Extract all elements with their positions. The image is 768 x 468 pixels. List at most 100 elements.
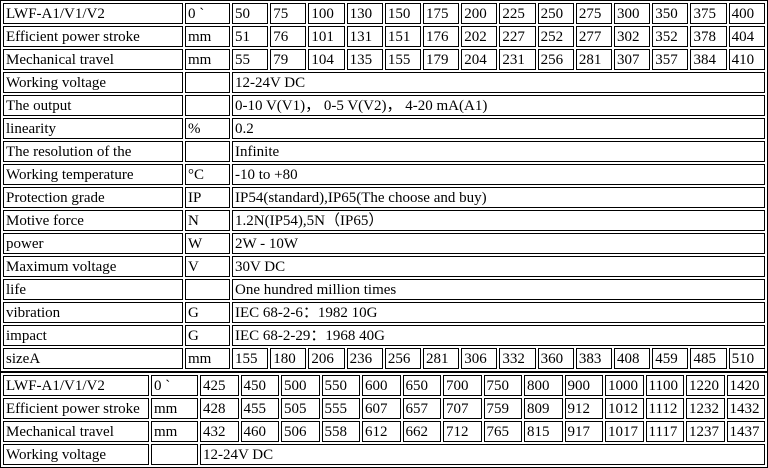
data-cell: 51 (232, 26, 269, 47)
data-cell: 750 (483, 375, 522, 396)
row-label: The resolution of the (3, 141, 183, 162)
unit-cell: W (185, 233, 230, 254)
data-cell: 759 (483, 398, 522, 419)
data-cell: 135 (346, 49, 383, 70)
spec-row: Mechanical travel mm 55 79 104 135 155 179 204 23… (3, 49, 765, 70)
data-cell: 600 (362, 375, 401, 396)
data-cell: 800 (524, 375, 563, 396)
value-cell: IEC 68-2-29：1968 40G (232, 325, 765, 346)
row-label: Efficient power stroke (3, 26, 183, 47)
row-label: LWF-A1/V1/V2 (3, 375, 149, 396)
data-cell: 256 (537, 49, 574, 70)
value-cell: 1.2N(IP54),5N（IP65） (232, 210, 765, 231)
unit-cell: % (185, 118, 230, 139)
data-cell: 707 (443, 398, 482, 419)
unit-cell: 0 ` (185, 3, 230, 24)
data-cell: 425 (200, 375, 239, 396)
row-label: Efficient power stroke (3, 398, 149, 419)
data-cell: 428 (200, 398, 239, 419)
unit-cell: G (185, 302, 230, 323)
value-cell: 2W - 10W (232, 233, 765, 254)
unit-cell: IP (185, 187, 230, 208)
data-cell: 555 (321, 398, 360, 419)
value-cell: 0-10 V(V1)， 0-5 V(V2)， 4-20 mA(A1) (232, 95, 765, 116)
data-cell: 815 (524, 421, 563, 442)
data-cell: 180 (270, 348, 307, 369)
data-cell: 277 (575, 26, 613, 47)
data-cell: 100 (308, 3, 345, 24)
data-cell: 200 (461, 3, 498, 24)
data-cell: 55 (232, 49, 269, 70)
unit-cell: mm (185, 49, 230, 70)
data-cell: 302 (614, 26, 651, 47)
data-cell: 179 (423, 49, 460, 70)
spec-table-long-strokes: LWF-A1/V1/V2 0 ` 425 450 500 550 600 650 700 750 8… (0, 372, 768, 468)
data-cell: 383 (575, 348, 613, 369)
spec-row: Mechanical travel mm 432 460 506 558 612 662 712… (3, 421, 765, 442)
data-cell: 281 (575, 49, 613, 70)
data-cell: 206 (308, 348, 345, 369)
unit-cell: mm (151, 398, 198, 419)
spec-row: The resolution of the Infinite (3, 141, 765, 162)
value-cell: IP54(standard),IP65(The choose and buy) (232, 187, 765, 208)
data-cell: 250 (537, 3, 574, 24)
data-cell: 485 (690, 348, 727, 369)
data-cell: 400 (728, 3, 765, 24)
unit-cell: V (185, 256, 230, 277)
data-cell: 450 (240, 375, 279, 396)
spec-row: life One hundred million times (3, 279, 765, 300)
data-cell: 1100 (645, 375, 684, 396)
spec-row: sizeA mm 155 180 206 236 256 281 306 332 360 383 408… (3, 348, 765, 369)
data-cell: 332 (499, 348, 536, 369)
data-cell: 917 (564, 421, 603, 442)
data-cell: 1432 (726, 398, 765, 419)
data-cell: 1112 (645, 398, 684, 419)
data-cell: 662 (402, 421, 441, 442)
data-cell: 202 (461, 26, 498, 47)
data-cell: 155 (232, 348, 269, 369)
data-cell: 306 (461, 348, 498, 369)
row-label: Motive force (3, 210, 183, 231)
data-cell: 1220 (686, 375, 725, 396)
data-cell: 912 (564, 398, 603, 419)
data-cell: 236 (346, 348, 383, 369)
unit-cell (185, 95, 230, 116)
row-label: impact (3, 325, 183, 346)
data-cell: 227 (499, 26, 536, 47)
data-cell: 176 (423, 26, 460, 47)
data-cell: 231 (499, 49, 536, 70)
unit-cell: 0 ` (151, 375, 198, 396)
row-label: Working voltage (3, 72, 183, 93)
data-cell: 459 (652, 348, 689, 369)
data-cell: 500 (281, 375, 320, 396)
data-cell: 1012 (605, 398, 644, 419)
data-cell: 375 (690, 3, 727, 24)
data-cell: 350 (652, 3, 689, 24)
row-label: vibration (3, 302, 183, 323)
unit-cell: °C (185, 164, 230, 185)
data-cell: 460 (240, 421, 279, 442)
data-cell: 131 (346, 26, 383, 47)
data-cell: 1420 (726, 375, 765, 396)
row-label: Protection grade (3, 187, 183, 208)
data-cell: 384 (690, 49, 727, 70)
data-cell: 657 (402, 398, 441, 419)
data-cell: 252 (537, 26, 574, 47)
data-cell: 300 (614, 3, 651, 24)
unit-cell: mm (151, 421, 198, 442)
spec-row: Motive force N 1.2N(IP54),5N（IP65） (3, 210, 765, 231)
data-cell: 360 (537, 348, 574, 369)
spec-row: LWF-A1/V1/V2 0 ` 50 75 100 130 150 175 200 225 250… (3, 3, 765, 24)
spec-row: Maximum voltage V 30V DC (3, 256, 765, 277)
spec-row: impact G IEC 68-2-29：1968 40G (3, 325, 765, 346)
data-cell: 607 (362, 398, 401, 419)
data-cell: 550 (321, 375, 360, 396)
row-label: sizeA (3, 348, 183, 369)
value-cell: 0.2 (232, 118, 765, 139)
unit-cell: G (185, 325, 230, 346)
value-cell: -10 to +80 (232, 164, 765, 185)
data-cell: 455 (240, 398, 279, 419)
row-label: The output (3, 95, 183, 116)
data-cell: 1437 (726, 421, 765, 442)
data-cell: 175 (423, 3, 460, 24)
